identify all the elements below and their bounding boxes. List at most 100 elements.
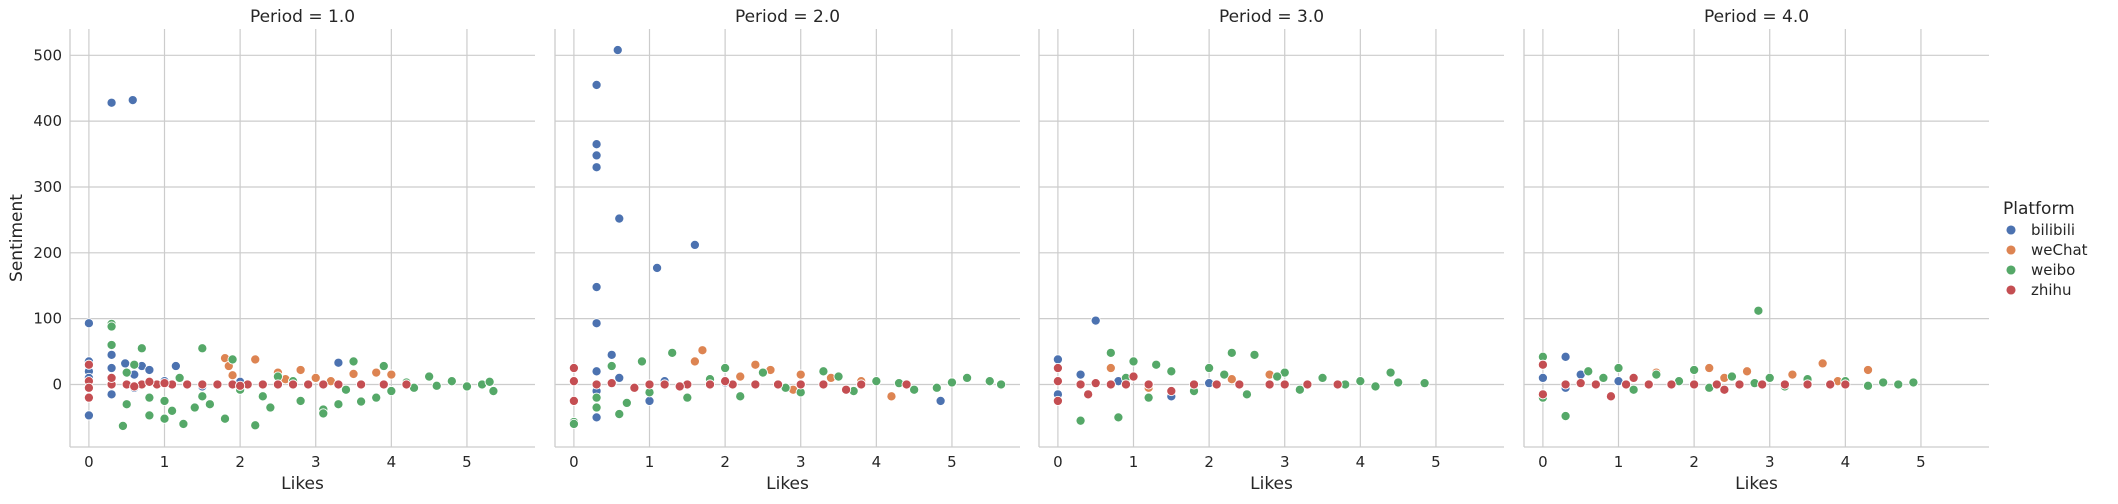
point-weibo	[996, 379, 1007, 390]
panel-2: 0 1 2 3 4 5 Period = 2.0 Likes	[554, 7, 1020, 494]
point-weibo	[424, 371, 435, 382]
point-bilibili	[1052, 354, 1063, 365]
y-tick-label: 200	[33, 244, 62, 262]
point-zhihu	[1825, 379, 1836, 390]
series-weibo	[1537, 305, 1919, 422]
point-bilibili	[120, 358, 131, 369]
point-zhihu	[1090, 378, 1101, 389]
point-weibo	[1419, 378, 1430, 389]
point-bilibili	[652, 262, 663, 274]
series-bilibili	[1537, 351, 1624, 393]
point-bilibili	[591, 79, 602, 91]
point-zhihu	[1537, 359, 1548, 370]
point-zhihu	[606, 378, 617, 389]
point-bilibili	[1537, 372, 1548, 383]
legend-marker-weChat	[2005, 244, 2017, 256]
point-weibo	[591, 402, 602, 413]
point-bilibili	[1075, 369, 1086, 380]
legend-label-weibo: weibo	[2031, 261, 2075, 279]
point-weibo	[871, 376, 882, 387]
point-weibo	[371, 392, 382, 403]
legend-entries: bilibili weChat weibo zhihu	[2005, 221, 2088, 299]
point-weibo	[984, 376, 995, 387]
point-weibo	[1908, 377, 1919, 388]
point-zhihu	[83, 392, 94, 403]
series-weChat	[219, 353, 397, 387]
x-tick-label: 3	[311, 453, 321, 471]
point-weibo	[931, 382, 942, 393]
point-zhihu	[159, 378, 170, 389]
point-weibo	[1143, 392, 1154, 403]
legend-label-bilibili: bilibili	[2031, 221, 2075, 239]
panel-title: Period = 2.0	[735, 7, 840, 27]
point-zhihu	[1234, 379, 1245, 390]
point-weibo	[189, 402, 200, 413]
x-tick-label: 4	[1356, 453, 1366, 471]
point-weibo	[1613, 362, 1624, 374]
point-zhihu	[1083, 389, 1094, 400]
x-tick-label: 0	[1053, 453, 1063, 471]
point-zhihu	[1719, 384, 1730, 395]
point-weibo	[568, 418, 579, 430]
point-zhihu	[333, 379, 344, 390]
point-weibo	[1893, 379, 1904, 390]
point-weibo	[1583, 366, 1594, 377]
x-tick-label: 3	[1765, 453, 1775, 471]
point-zhihu	[1211, 379, 1222, 390]
point-weibo	[909, 384, 920, 395]
point-zhihu	[1666, 379, 1677, 390]
point-zhihu	[1143, 379, 1154, 390]
point-weibo	[295, 395, 306, 406]
x-tick-label: 5	[947, 453, 957, 471]
point-zhihu	[856, 379, 867, 390]
point-weibo	[461, 381, 473, 392]
y-tick-label: 0	[52, 375, 62, 393]
point-zhihu	[1590, 379, 1601, 390]
point-zhihu	[1575, 378, 1586, 389]
point-zhihu	[106, 372, 117, 383]
point-bilibili	[935, 395, 946, 406]
point-weibo	[682, 392, 693, 403]
legend-label-zhihu: zhihu	[2031, 281, 2072, 299]
x-axis-label: Likes	[766, 474, 809, 494]
point-zhihu	[303, 379, 314, 390]
point-zhihu	[129, 381, 140, 392]
point-weChat	[735, 371, 746, 382]
panel-3: 0 1 2 3 4 5 Period = 3.0 Likes	[1038, 7, 1504, 494]
x-tick-label: 1	[160, 453, 170, 471]
point-weibo	[1598, 372, 1609, 383]
point-zhihu	[568, 395, 579, 406]
point-weChat	[250, 354, 261, 365]
x-tick-label: 2	[1204, 453, 1214, 471]
point-zhihu	[1689, 379, 1700, 390]
point-weChat	[386, 369, 397, 380]
point-bilibili	[591, 412, 602, 423]
point-zhihu	[1840, 379, 1851, 390]
point-zhihu	[568, 362, 579, 374]
point-bilibili	[591, 150, 602, 161]
point-weChat	[1741, 366, 1753, 377]
point-weibo	[1628, 384, 1639, 395]
x-tick-label: 5	[462, 453, 472, 471]
point-weibo	[1355, 376, 1366, 387]
y-tick-label: 300	[33, 178, 62, 196]
point-weibo	[348, 356, 359, 367]
series-weibo	[1075, 347, 1430, 426]
point-weibo	[484, 376, 495, 387]
point-zhihu	[674, 381, 685, 392]
point-zhihu	[901, 379, 912, 390]
point-weibo	[1370, 381, 1381, 392]
x-tick-label: 3	[1280, 453, 1290, 471]
point-zhihu	[401, 379, 412, 390]
point-weChat	[227, 370, 238, 381]
point-weibo	[1241, 389, 1252, 400]
point-zhihu	[1279, 379, 1290, 390]
point-weChat	[689, 356, 700, 367]
point-zhihu	[1734, 379, 1745, 390]
point-zhihu	[841, 384, 852, 395]
point-weibo	[167, 405, 178, 416]
x-tick-label: 1	[1614, 453, 1624, 471]
point-weibo	[106, 321, 117, 332]
point-weChat	[1817, 358, 1828, 369]
